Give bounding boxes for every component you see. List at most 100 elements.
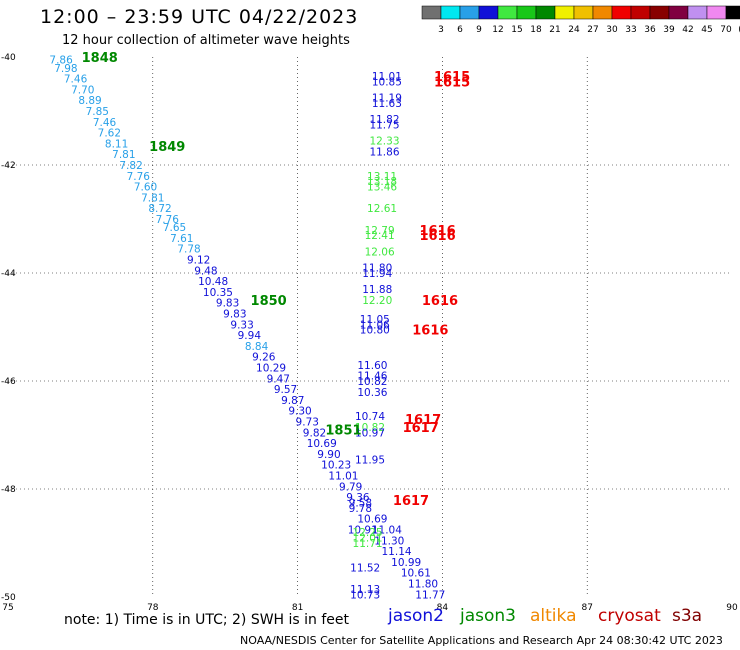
color-swatch — [497, 5, 518, 20]
color-swatch — [687, 5, 708, 20]
color-swatch — [725, 5, 740, 20]
pass-time-label: 1617 — [393, 494, 429, 509]
color-swatch — [706, 5, 727, 20]
pass-time-label: 1617 — [403, 421, 439, 436]
color-swatch — [554, 5, 575, 20]
pass-time-label: 1617 — [405, 413, 441, 428]
wave-height-value: 11.75 — [369, 120, 399, 132]
wave-height-value: 10.74 — [355, 411, 385, 423]
legend-jason3: jason3 — [460, 606, 516, 626]
wave-height-value: 11.80 — [408, 579, 438, 591]
color-scale-label: 9 — [476, 25, 482, 35]
wave-height-value: 13.18 — [367, 176, 397, 188]
wave-height-value: 9.12 — [187, 255, 210, 267]
color-scale-label: 18 — [530, 25, 542, 35]
wave-height-value: 7.76 — [127, 171, 151, 183]
wave-height-value: 7.86 — [49, 55, 73, 67]
color-scale-label: 12 — [492, 25, 503, 35]
pass-time-label: 1615 — [434, 75, 470, 90]
wave-height-value: 10.36 — [357, 387, 387, 399]
color-swatch — [459, 5, 480, 20]
wave-height-value: 7.61 — [170, 233, 193, 245]
pass-time-label: 1851 — [325, 424, 361, 439]
color-scale-label: 15 — [511, 25, 522, 35]
color-swatch — [592, 5, 613, 20]
wave-height-value: 11.06 — [360, 319, 390, 331]
wave-height-value: 9.57 — [274, 384, 297, 396]
wave-height-value: 12.41 — [365, 230, 395, 242]
color-swatch — [516, 5, 537, 20]
map-subtitle: 12 hour collection of altimeter wave hei… — [62, 33, 350, 48]
wave-height-value: 9.33 — [230, 319, 253, 331]
wave-height-value: 11.30 — [374, 535, 404, 547]
wave-height-value: 10.97 — [355, 427, 385, 439]
color-swatch — [573, 5, 594, 20]
wave-height-value: 11.94 — [362, 268, 392, 280]
wave-height-value: 9.26 — [252, 352, 276, 364]
wave-height-value: 10.80 — [360, 325, 390, 337]
wave-height-value: 8.11 — [105, 138, 128, 150]
wave-height-value: 12.33 — [369, 136, 399, 148]
wave-height-value: 12.20 — [362, 295, 392, 307]
wave-height-value: 11.71 — [353, 538, 383, 550]
legend-altika: altika — [530, 606, 577, 626]
wave-height-value: 7.78 — [177, 244, 200, 256]
wave-height-value: 12.61 — [367, 203, 397, 215]
footer-credit: NOAA/NESDIS Center for Satellite Applica… — [240, 634, 723, 647]
wave-height-value: 7.62 — [98, 128, 121, 140]
wave-height-value: 11.01 — [328, 471, 358, 483]
color-swatch — [421, 5, 442, 20]
color-scale-label: 39 — [663, 25, 675, 35]
wave-height-value: 9.36 — [346, 492, 370, 504]
wave-height-value: 11.80 — [362, 263, 392, 275]
wave-height-value: 10.91 — [348, 525, 378, 537]
color-swatch — [668, 5, 689, 20]
wave-height-value: 7.98 — [54, 63, 77, 75]
color-swatch — [440, 5, 461, 20]
pass-time-label: 1616 — [419, 224, 455, 239]
color-scale-label: 30 — [606, 25, 618, 35]
pass-time-label: 1616 — [412, 324, 448, 339]
color-swatch — [611, 5, 632, 20]
color-scale-label: 70 — [720, 25, 732, 35]
wave-height-value: 11.77 — [415, 589, 445, 601]
color-scale-label: 3 — [438, 25, 444, 35]
wave-height-value: 7.76 — [156, 214, 180, 226]
x-tick-label: 87 — [581, 603, 592, 613]
wave-height-value: 10.82 — [357, 376, 387, 388]
y-tick-label: -46 — [1, 377, 16, 387]
wave-height-value: 7.82 — [119, 160, 142, 172]
wave-height-value: 10.99 — [391, 557, 421, 569]
wave-height-value: 10.73 — [350, 589, 380, 601]
color-scale-label: 6 — [457, 25, 463, 35]
color-swatch — [535, 5, 556, 20]
wave-height-value: 10.82 — [355, 422, 385, 434]
y-tick-label: -42 — [1, 161, 16, 171]
wave-height-value: 9.94 — [238, 330, 262, 342]
wave-height-value: 10.35 — [203, 287, 233, 299]
pass-time-label: 1615 — [434, 70, 470, 85]
wave-height-value: 13.11 — [367, 171, 397, 183]
wave-height-value: 11.52 — [350, 562, 380, 574]
color-swatch — [478, 5, 499, 20]
wave-height-value: 12.01 — [353, 533, 383, 545]
wave-height-value: 11.88 — [362, 284, 392, 296]
map-title: 12:00 – 23:59 UTC 04/22/2023 — [40, 6, 359, 28]
wave-height-value: 10.23 — [321, 460, 351, 472]
wave-height-value: 11.60 — [357, 360, 387, 372]
wave-height-value: 10.29 — [256, 363, 286, 375]
wave-height-value: 11.95 — [355, 454, 385, 466]
color-scale-label: 36 — [644, 25, 656, 35]
x-tick-label: 90 — [726, 603, 738, 613]
note-text: note: 1) Time is in UTC; 2) SWH is in fe… — [64, 612, 350, 628]
wave-height-value: 11.82 — [369, 114, 399, 126]
wave-height-value: 9.79 — [339, 481, 362, 493]
wave-height-value: 7.46 — [64, 74, 88, 86]
wave-height-value: 11.01 — [372, 71, 402, 83]
color-scale-label: 27 — [587, 25, 598, 35]
pass-time-label: 1848 — [82, 51, 118, 66]
legend-cryosat: cryosat — [598, 606, 661, 626]
